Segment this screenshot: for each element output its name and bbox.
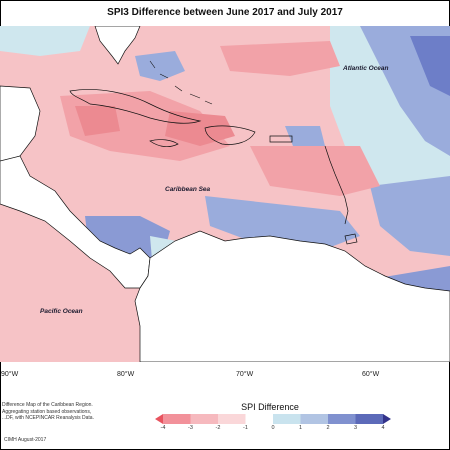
legend-ticks: -4 -3 -2 -1 0 1 2 3 4 [155,425,391,434]
legend-tick-label: -1 [243,425,248,431]
legend-swatch [300,414,329,424]
legend-title: SPI Difference [241,402,299,412]
label-atlantic-ocean: Atlantic Ocean [342,65,389,72]
legend-tick-label: -4 [160,425,166,431]
legend-tick-label: -3 [188,425,193,431]
wet-area-far-east [410,36,450,96]
legend-swatch [163,414,191,424]
dry-area-hispaniola [165,111,235,146]
legend-tick-label: 3 [353,425,358,431]
island-bahamas [149,60,213,105]
legend-swatch [383,414,391,424]
wet-area-panama [85,216,170,266]
wet-area-lesser-antilles [370,176,450,256]
island-hispaniola [204,125,256,145]
copyright-text: CIMH August-2017 [4,437,47,443]
label-caribbean-sea: Caribbean Sea [165,186,211,193]
longitude-label-70w: 70°W [236,371,254,378]
credits-line: Difference Map of the Caribbean Region. [2,402,93,408]
legend-tick-label: -2 [215,425,221,431]
map-title: SPI3 Difference between June 2017 and Ju… [107,7,343,18]
spi-difference-map: Atlantic Ocean Caribbean Sea Pacific Oce… [0,26,450,362]
dry-area-central [250,146,380,196]
legend-swatch [273,414,301,424]
legend-swatch [245,414,274,424]
legend-swatch [218,414,246,424]
legend-swatch [155,414,163,424]
dry-area-cuba-core [75,106,120,136]
wet-area-bahamas [135,51,185,81]
label-pacific-ocean: Pacific Ocean [40,308,83,315]
wet-area-puerto-rico [285,126,325,151]
legend-tick-label: 2 [326,425,330,431]
island-jamaica [149,139,179,148]
legend-swatch [328,414,356,424]
legend-swatch [355,414,384,424]
legend-swatch [190,414,219,424]
legend-tick-label: 1 [298,425,303,431]
longitude-label-80w: 80°W [117,371,135,378]
wet-area-venezuela-coast [205,196,360,251]
credits-line: ...DF, with NCEPINCAR Reanalysis Data. [2,415,94,421]
island-cuba [69,89,202,124]
credits-line: Aggregating station based observations, [2,408,92,415]
longitude-label-60w: 60°W [362,371,380,378]
dry-area-north [220,41,340,76]
land-south-america [134,230,450,362]
wet-area-gulf [0,26,90,56]
island-trinidad [344,233,358,245]
legend-tick-label: 4 [381,425,385,431]
legend-tick-label: 0 [271,425,275,431]
legend-colorbar [155,414,391,424]
longitude-label-90w: 90°W [1,371,19,378]
land-florida [94,26,141,65]
island-chain-lesser-antilles [324,145,349,225]
credits-text: Difference Map of the Caribbean Region. … [2,402,94,422]
island-puerto-rico [269,135,293,143]
